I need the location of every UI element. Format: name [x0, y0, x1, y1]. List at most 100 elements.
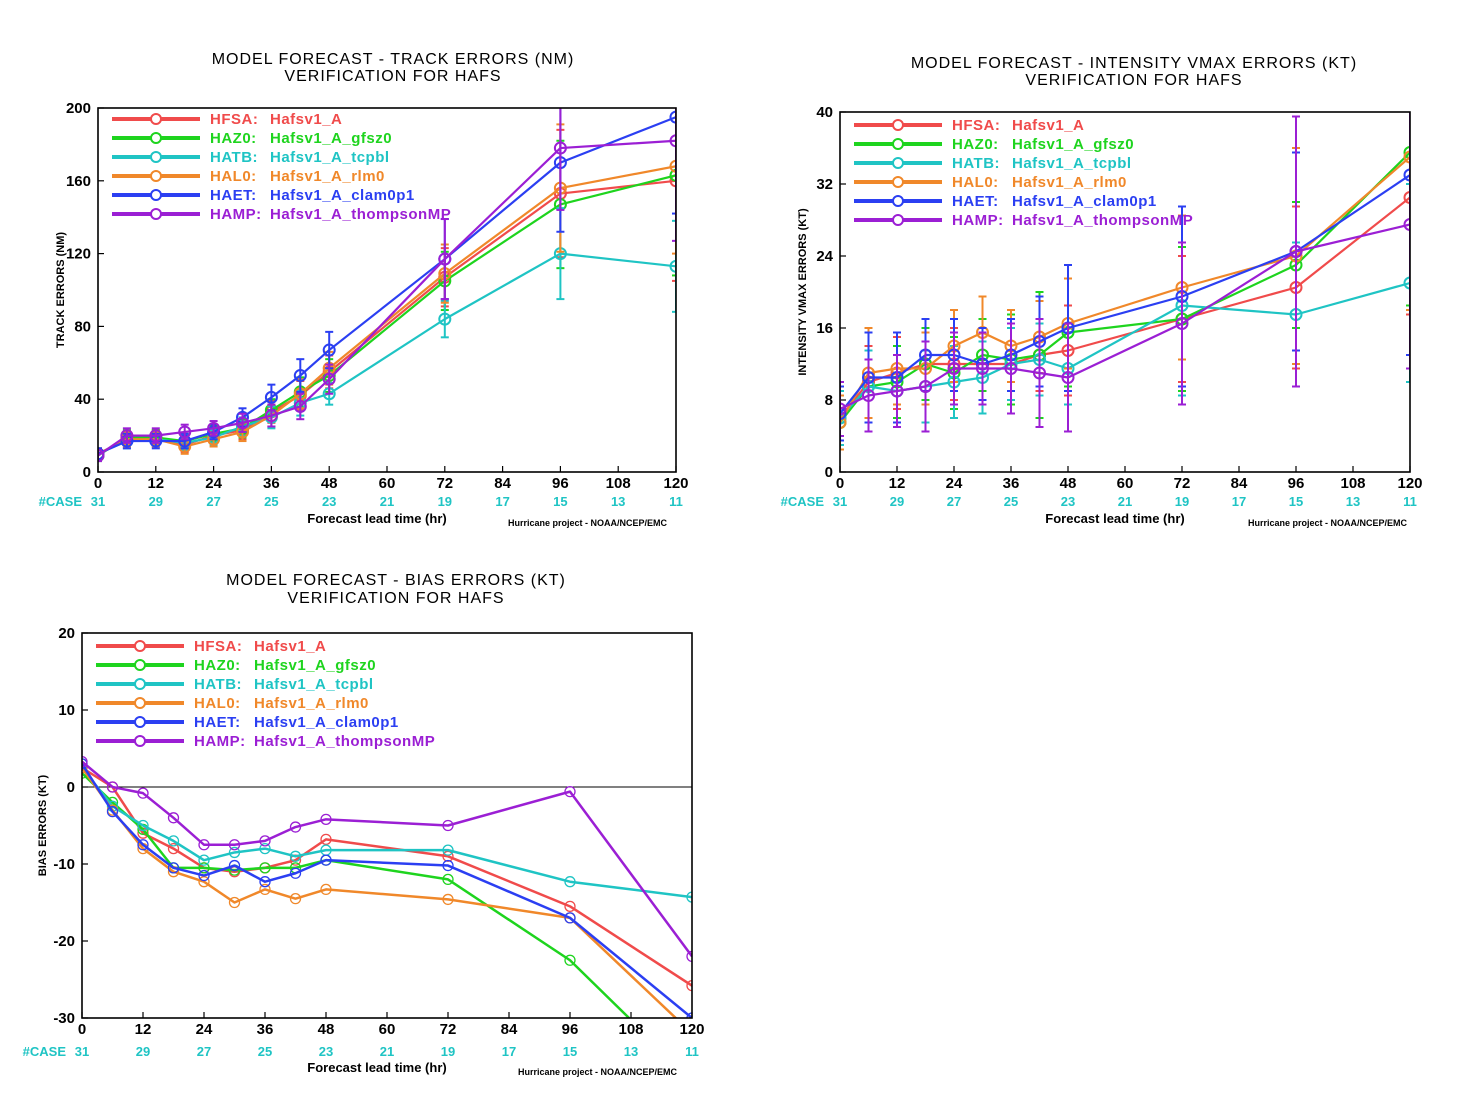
legend-marker: [134, 659, 146, 671]
legend-name: Hafsv1_A_rlm0: [254, 695, 369, 712]
case-count: 23: [319, 1044, 333, 1059]
data-point: [178, 425, 192, 439]
x-tick-label: 72: [436, 475, 453, 492]
legend-name: Hafsv1_A_clam0p1: [1012, 193, 1157, 210]
plot-area: [82, 755, 692, 1018]
case-count: 13: [624, 1044, 638, 1059]
data-point: [1403, 168, 1410, 182]
plot-frame: [97, 107, 677, 473]
legend-code: HAL0:: [952, 174, 999, 191]
plot-area: [840, 112, 1410, 451]
legend-marker: [150, 189, 162, 201]
y-tick-label: 80: [74, 318, 91, 335]
data-point: [1403, 146, 1410, 159]
case-count: 31: [91, 494, 105, 509]
legend-marker: [150, 151, 162, 163]
legend-code: HAET:: [952, 193, 999, 210]
data-point: [669, 259, 676, 273]
legend-name: Hafsv1_A_gfsz0: [1012, 136, 1134, 153]
x-tick-label: 24: [205, 475, 222, 492]
legend-marker: [892, 214, 904, 226]
series-6: [82, 755, 692, 963]
data-point: [442, 819, 454, 832]
x-tick-label: 84: [501, 1021, 518, 1038]
chart-subtitle: VERIFICATION FOR HAFS: [1025, 72, 1242, 89]
data-point: [259, 876, 271, 888]
x-tick-label: 0: [836, 475, 844, 492]
data-point: [289, 893, 302, 905]
y-tick-label: 0: [83, 464, 91, 481]
data-point: [442, 859, 454, 872]
series-line: [98, 116, 676, 455]
legend-name: Hafsv1_A: [270, 111, 342, 128]
legend-name: Hafsv1_A_thompsonMP: [270, 206, 451, 223]
data-point: [1289, 245, 1303, 258]
data-point: [264, 409, 278, 423]
y-axis-label: TRACK ERRORS (NM): [55, 232, 67, 348]
data-point: [947, 362, 961, 375]
case-prefix: #CASE: [781, 494, 825, 509]
data-point: [1175, 317, 1189, 330]
case-count: 25: [264, 494, 278, 509]
legend-code: HAET:: [210, 187, 257, 204]
series-line: [82, 763, 692, 1018]
legend-name: Hafsv1_A_thompsonMP: [254, 733, 435, 750]
data-point: [98, 449, 105, 463]
series-3: [82, 762, 692, 903]
legend-code: HFSA:: [952, 117, 1000, 134]
y-tick-label: 10: [58, 702, 75, 719]
x-tick-label: 120: [663, 475, 688, 492]
data-point: [564, 912, 576, 924]
chart-title: MODEL FORECAST - BIAS ERRORS (KT): [226, 572, 566, 589]
legend-code: HAZ0:: [210, 130, 257, 147]
y-tick-label: 0: [825, 464, 833, 481]
legend-code: HAL0:: [210, 168, 257, 185]
case-count: 11: [669, 494, 683, 509]
x-tick-label: 84: [1231, 475, 1248, 492]
legend-code: HAMP:: [194, 733, 246, 750]
data-point: [1403, 218, 1410, 231]
data-point: [890, 384, 904, 398]
y-tick-label: 32: [816, 176, 833, 193]
data-point: [320, 883, 332, 896]
legend-marker: [892, 138, 904, 150]
plot-frame: [839, 111, 1411, 473]
x-tick-label: 108: [606, 475, 631, 492]
legend-marker: [150, 170, 162, 182]
y-tick-label: 160: [66, 173, 91, 190]
x-tick-label: 36: [263, 475, 280, 492]
x-tick-label: 96: [562, 1021, 579, 1038]
plot-area: [98, 108, 676, 463]
x-tick-label: 48: [1060, 475, 1077, 492]
case-prefix: #CASE: [23, 1044, 67, 1059]
data-point: [840, 407, 847, 420]
data-point: [106, 805, 119, 818]
data-point: [198, 839, 210, 851]
x-tick-label: 12: [147, 475, 164, 492]
case-count: 19: [438, 494, 452, 509]
data-point: [553, 141, 567, 155]
legend-marker: [892, 157, 904, 169]
legend-code: HAZ0:: [952, 136, 999, 153]
case-count: 21: [380, 1044, 394, 1059]
case-count: 21: [1118, 494, 1132, 509]
y-tick-label: 200: [66, 100, 91, 117]
case-count: 17: [495, 494, 509, 509]
case-count: 11: [1403, 494, 1417, 509]
case-count: 23: [1061, 494, 1075, 509]
y-tick-label: 40: [816, 104, 833, 121]
data-point: [289, 850, 302, 862]
y-tick-label: -10: [53, 856, 75, 873]
legend-name: Hafsv1_A_tcpbl: [254, 676, 374, 693]
x-tick-label: 60: [1117, 475, 1134, 492]
data-point: [259, 883, 271, 896]
data-point: [120, 429, 134, 443]
legend-name: Hafsv1_A_gfsz0: [270, 130, 392, 147]
legend-marker: [134, 716, 146, 728]
data-point: [320, 833, 332, 846]
plot-frame: [81, 632, 693, 1019]
legend-code: HFSA:: [194, 638, 242, 655]
data-point: [228, 859, 241, 872]
data-point: [289, 867, 302, 879]
legend-code: HAL0:: [194, 695, 241, 712]
